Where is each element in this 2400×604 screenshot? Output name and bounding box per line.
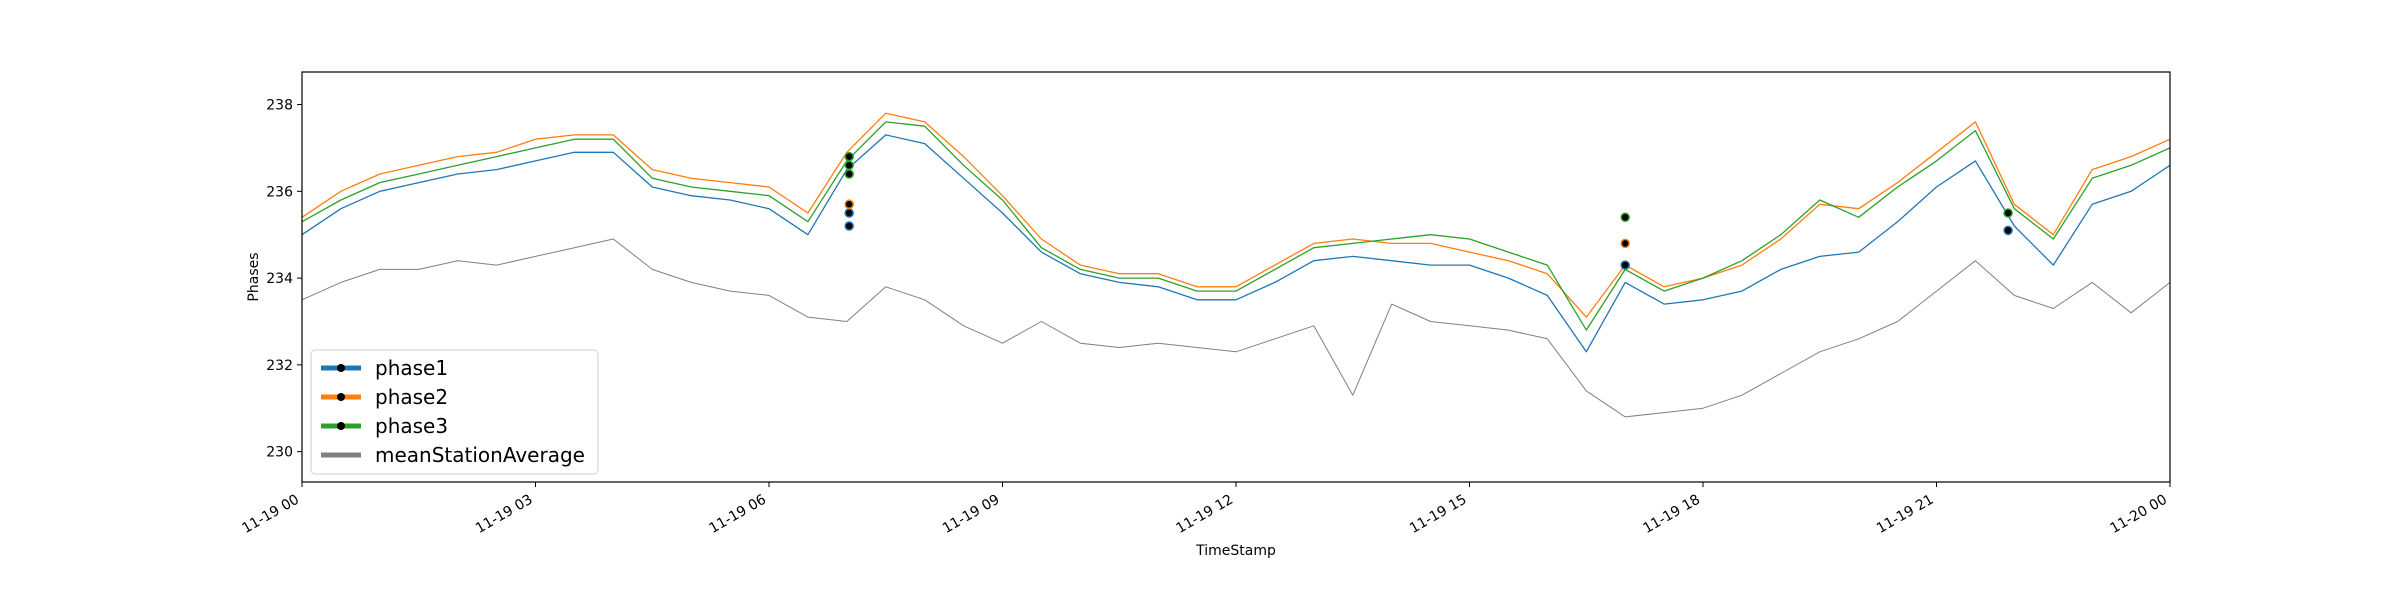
legend-label-phase3: phase3 [375, 414, 448, 438]
y-tick-label: 238 [266, 98, 293, 114]
y-tick-label: 234 [266, 271, 293, 287]
marker-phase3 [1620, 212, 1630, 223]
legend-label-phase2: phase2 [375, 385, 448, 409]
marker-phase1 [1620, 260, 1630, 270]
legend-label-phase1: phase1 [375, 356, 448, 380]
y-axis-title: Phases [246, 252, 262, 301]
marker-phase3 [844, 160, 854, 171]
y-tick-label: 230 [266, 445, 293, 461]
legend-marker-phase3 [337, 422, 345, 430]
marker-layer [844, 151, 2013, 270]
x-axis-title: TimeStamp [1195, 543, 1276, 559]
series-layer [302, 112, 2170, 418]
marker-phase1 [844, 221, 854, 231]
series-line-phase3 [302, 121, 2170, 331]
marker-phase1 [844, 208, 854, 218]
legend-marker-phase2 [337, 393, 345, 401]
marker-phase2 [844, 199, 854, 210]
legend-label-meanStationAverage: meanStationAverage [375, 443, 585, 467]
marker-phase2 [1620, 238, 1630, 249]
marker-phase1 [2003, 225, 2013, 236]
marker-phase3 [844, 151, 854, 162]
marker-phase3 [2003, 208, 2013, 218]
legend-box [310, 349, 599, 475]
series-line-meanStationAverage [302, 238, 2170, 418]
marker-phase3 [844, 169, 854, 179]
legend-marker-phase1 [337, 364, 345, 372]
legend: phase1 phase2 phase3 meanStationAverage [310, 349, 599, 475]
y-axis: 230 232 234 236 238 [266, 98, 302, 461]
y-tick-label: 232 [266, 358, 293, 374]
series-line-phase2 [302, 112, 2170, 318]
y-tick-label: 236 [266, 184, 293, 200]
series-line-phase1 [302, 134, 2170, 353]
